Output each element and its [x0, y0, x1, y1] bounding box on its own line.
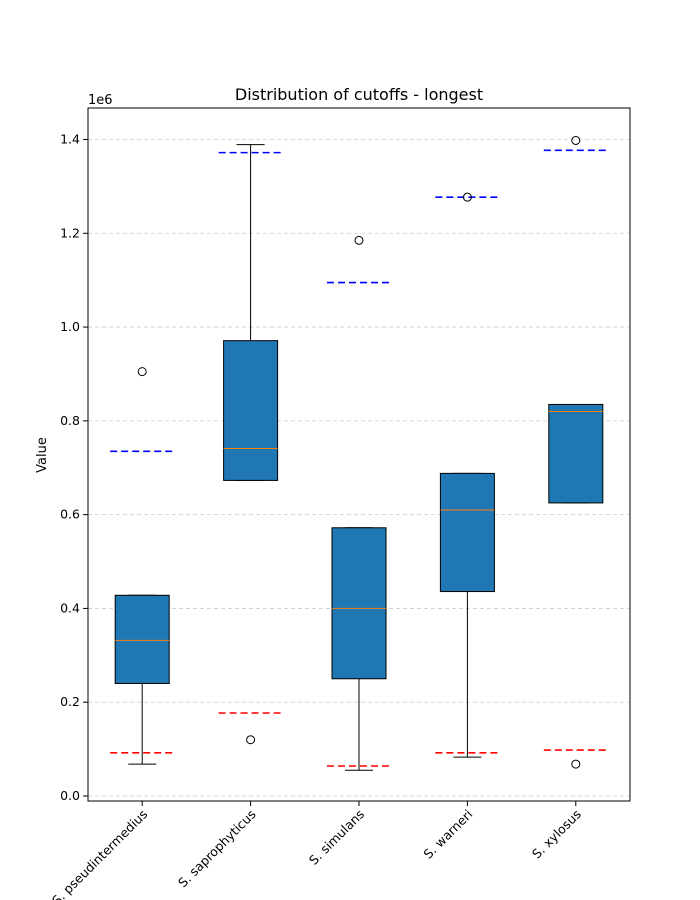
y-axis-multiplier: 1e6: [88, 93, 113, 108]
y-tick-label: 0.8: [60, 413, 80, 428]
outlier-point: [571, 759, 581, 769]
box: [439, 472, 495, 593]
box: [548, 403, 604, 504]
box: [331, 527, 387, 680]
y-tick-label: 1.2: [60, 225, 80, 240]
outlier-point: [571, 135, 581, 145]
box: [114, 594, 170, 684]
x-axis: S. pseudintermedius S. saprophyticus S. si…: [49, 801, 584, 900]
y-tick-label: 0.2: [60, 694, 80, 709]
outlier-point: [246, 735, 256, 745]
x-tick-label: S. warneri: [420, 807, 475, 862]
y-tick-label: 1.0: [60, 319, 80, 334]
outlier-point: [462, 192, 472, 202]
outlier-point: [354, 235, 364, 245]
y-tick-label: 1.4: [60, 132, 80, 147]
box-group: [439, 192, 495, 758]
x-tick-label: S. pseudintermedius: [49, 807, 150, 900]
y-tick-label: 0.4: [60, 600, 80, 615]
chart-title: Distribution of cutoffs - longest: [235, 85, 483, 104]
y-tick-label: 0.0: [60, 788, 80, 803]
grid-lines: [88, 139, 630, 797]
box-group: [223, 144, 279, 745]
x-tick-label: S. xylosus: [529, 807, 584, 862]
box: [223, 340, 279, 481]
x-tick-label: S. saprophyticus: [175, 807, 259, 891]
outlier-point: [137, 367, 147, 377]
boxes: [114, 135, 604, 771]
box-group: [114, 367, 170, 765]
box-group: [548, 135, 604, 769]
y-axis: 0.0 0.2 0.4 0.6 0.8 1.0 1.2 1.4: [60, 132, 88, 803]
x-tick-label: S. simulans: [306, 807, 367, 868]
y-tick-label: 0.6: [60, 507, 80, 522]
y-axis-label: Value: [35, 437, 50, 473]
box-group: [331, 235, 387, 771]
